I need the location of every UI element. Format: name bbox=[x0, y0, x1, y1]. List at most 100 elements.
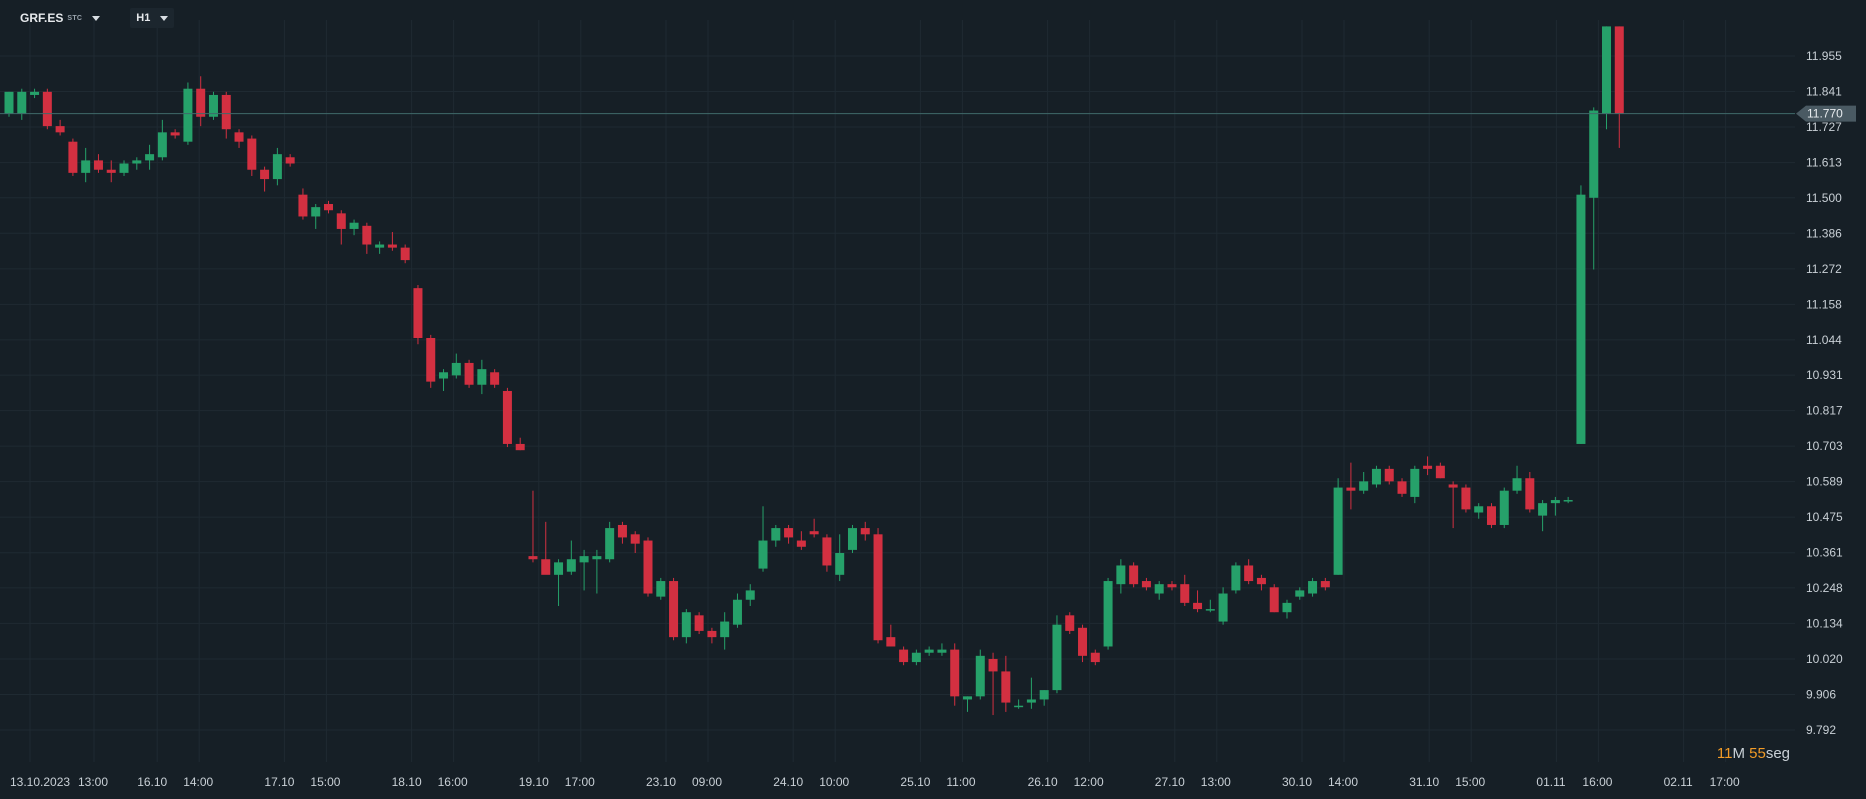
candle-body bbox=[1231, 565, 1241, 591]
countdown-seconds-unit: seg bbox=[1765, 745, 1790, 762]
candle-body bbox=[924, 649, 934, 653]
candle-body bbox=[1039, 690, 1049, 700]
candle-body bbox=[336, 213, 346, 229]
y-tick-label: 11.841 bbox=[1806, 85, 1842, 99]
candle-body bbox=[426, 338, 436, 382]
x-tick-label: 17:00 bbox=[565, 775, 595, 789]
candle-body bbox=[515, 443, 525, 451]
candle-body bbox=[157, 132, 167, 158]
y-tick-label: 10.361 bbox=[1806, 546, 1843, 560]
candle-body bbox=[605, 528, 615, 560]
candle-body bbox=[1052, 624, 1062, 691]
candle-body bbox=[822, 537, 832, 566]
symbol-exchange: STC bbox=[67, 14, 83, 22]
timeframe-selector[interactable]: H1 bbox=[130, 8, 175, 28]
y-tick-label: 10.134 bbox=[1806, 616, 1843, 630]
candle-body bbox=[132, 160, 142, 164]
x-tick-label: 09:00 bbox=[692, 775, 722, 789]
chevron-down-icon[interactable] bbox=[160, 15, 169, 21]
candle-body bbox=[1103, 581, 1113, 647]
candle-body bbox=[1180, 584, 1190, 603]
candle-body bbox=[413, 288, 423, 339]
countdown-minutes: 11 bbox=[1716, 745, 1733, 762]
x-tick-label: 17.10 bbox=[264, 775, 294, 789]
candle-body bbox=[1193, 602, 1203, 610]
candle-body bbox=[528, 556, 538, 560]
candle-body bbox=[1525, 478, 1535, 510]
candle-body bbox=[349, 222, 359, 229]
candle-body bbox=[1116, 565, 1126, 585]
candle-body bbox=[630, 534, 640, 544]
candle-body bbox=[1308, 581, 1318, 594]
candle-body bbox=[579, 556, 589, 563]
candle-body bbox=[93, 160, 103, 170]
candle-body bbox=[4, 91, 14, 114]
candle-body bbox=[1448, 484, 1458, 488]
y-tick-label: 10.931 bbox=[1806, 368, 1843, 382]
chevron-down-icon[interactable] bbox=[92, 15, 101, 21]
candle-body bbox=[502, 390, 512, 444]
x-tick-label: 19.10 bbox=[519, 775, 549, 789]
candle-body bbox=[1218, 593, 1228, 622]
candle-body bbox=[1563, 500, 1573, 502]
candle-body bbox=[387, 244, 397, 248]
candle-body bbox=[1320, 581, 1330, 588]
candle-body bbox=[1486, 506, 1496, 525]
x-tick-label: 16:00 bbox=[1582, 775, 1612, 789]
symbol-selector[interactable]: GRF.ES STC bbox=[8, 7, 112, 29]
candle-body bbox=[937, 649, 947, 653]
candle-body bbox=[272, 154, 282, 180]
candle-body bbox=[170, 132, 180, 136]
candle-body bbox=[1614, 26, 1624, 114]
candle-body bbox=[643, 540, 653, 594]
candle-body bbox=[1167, 584, 1177, 588]
candle-body bbox=[694, 615, 704, 631]
candle-body bbox=[119, 163, 129, 173]
candle-body bbox=[860, 528, 870, 535]
x-tick-label: 16:00 bbox=[438, 775, 468, 789]
candle-body bbox=[835, 553, 845, 575]
y-tick-label: 11.955 bbox=[1806, 49, 1842, 63]
candle-countdown: 11M 55seg bbox=[1717, 745, 1790, 762]
candle-body bbox=[55, 126, 65, 133]
x-tick-label: 25.10 bbox=[900, 775, 930, 789]
x-tick-label: 15:00 bbox=[310, 775, 340, 789]
candle-body bbox=[451, 362, 461, 376]
candle-body bbox=[988, 658, 998, 672]
y-tick-label: 10.475 bbox=[1806, 510, 1843, 524]
grid-lines bbox=[0, 20, 1795, 762]
candle-body bbox=[758, 540, 768, 569]
candle-body bbox=[1359, 481, 1369, 491]
x-tick-label: 13:00 bbox=[78, 775, 108, 789]
candle-body bbox=[975, 655, 985, 697]
candle-body bbox=[1384, 468, 1394, 482]
x-tick-label: 12:00 bbox=[1074, 775, 1104, 789]
y-tick-label: 11.158 bbox=[1806, 297, 1842, 311]
candle-body bbox=[1295, 590, 1305, 597]
y-tick-label: 11.500 bbox=[1806, 191, 1842, 205]
candle-body bbox=[1538, 503, 1548, 516]
candle-body bbox=[720, 621, 730, 638]
y-tick-label: 11.272 bbox=[1806, 262, 1842, 276]
candle-body bbox=[681, 612, 691, 638]
candle-body bbox=[1065, 615, 1075, 631]
candle-body bbox=[1550, 500, 1560, 504]
candle-body bbox=[732, 599, 742, 625]
y-tick-label: 10.248 bbox=[1806, 581, 1843, 595]
candle-body bbox=[656, 581, 666, 597]
candle-body bbox=[847, 528, 857, 550]
y-tick-label: 9.906 bbox=[1806, 687, 1836, 701]
candle-body bbox=[911, 652, 921, 663]
candle-body bbox=[1333, 487, 1343, 575]
x-tick-label: 13:00 bbox=[1201, 775, 1231, 789]
candle-body bbox=[298, 194, 308, 217]
candle-body bbox=[796, 540, 806, 547]
x-tick-label: 01.11 bbox=[1536, 775, 1565, 789]
current-price-tag bbox=[1796, 105, 1856, 122]
candle-body bbox=[617, 524, 627, 538]
candle-body bbox=[1078, 627, 1088, 656]
timeframe-label: H1 bbox=[136, 12, 151, 24]
x-tick-label: 15:00 bbox=[1455, 775, 1485, 789]
candle-body bbox=[1090, 652, 1100, 663]
